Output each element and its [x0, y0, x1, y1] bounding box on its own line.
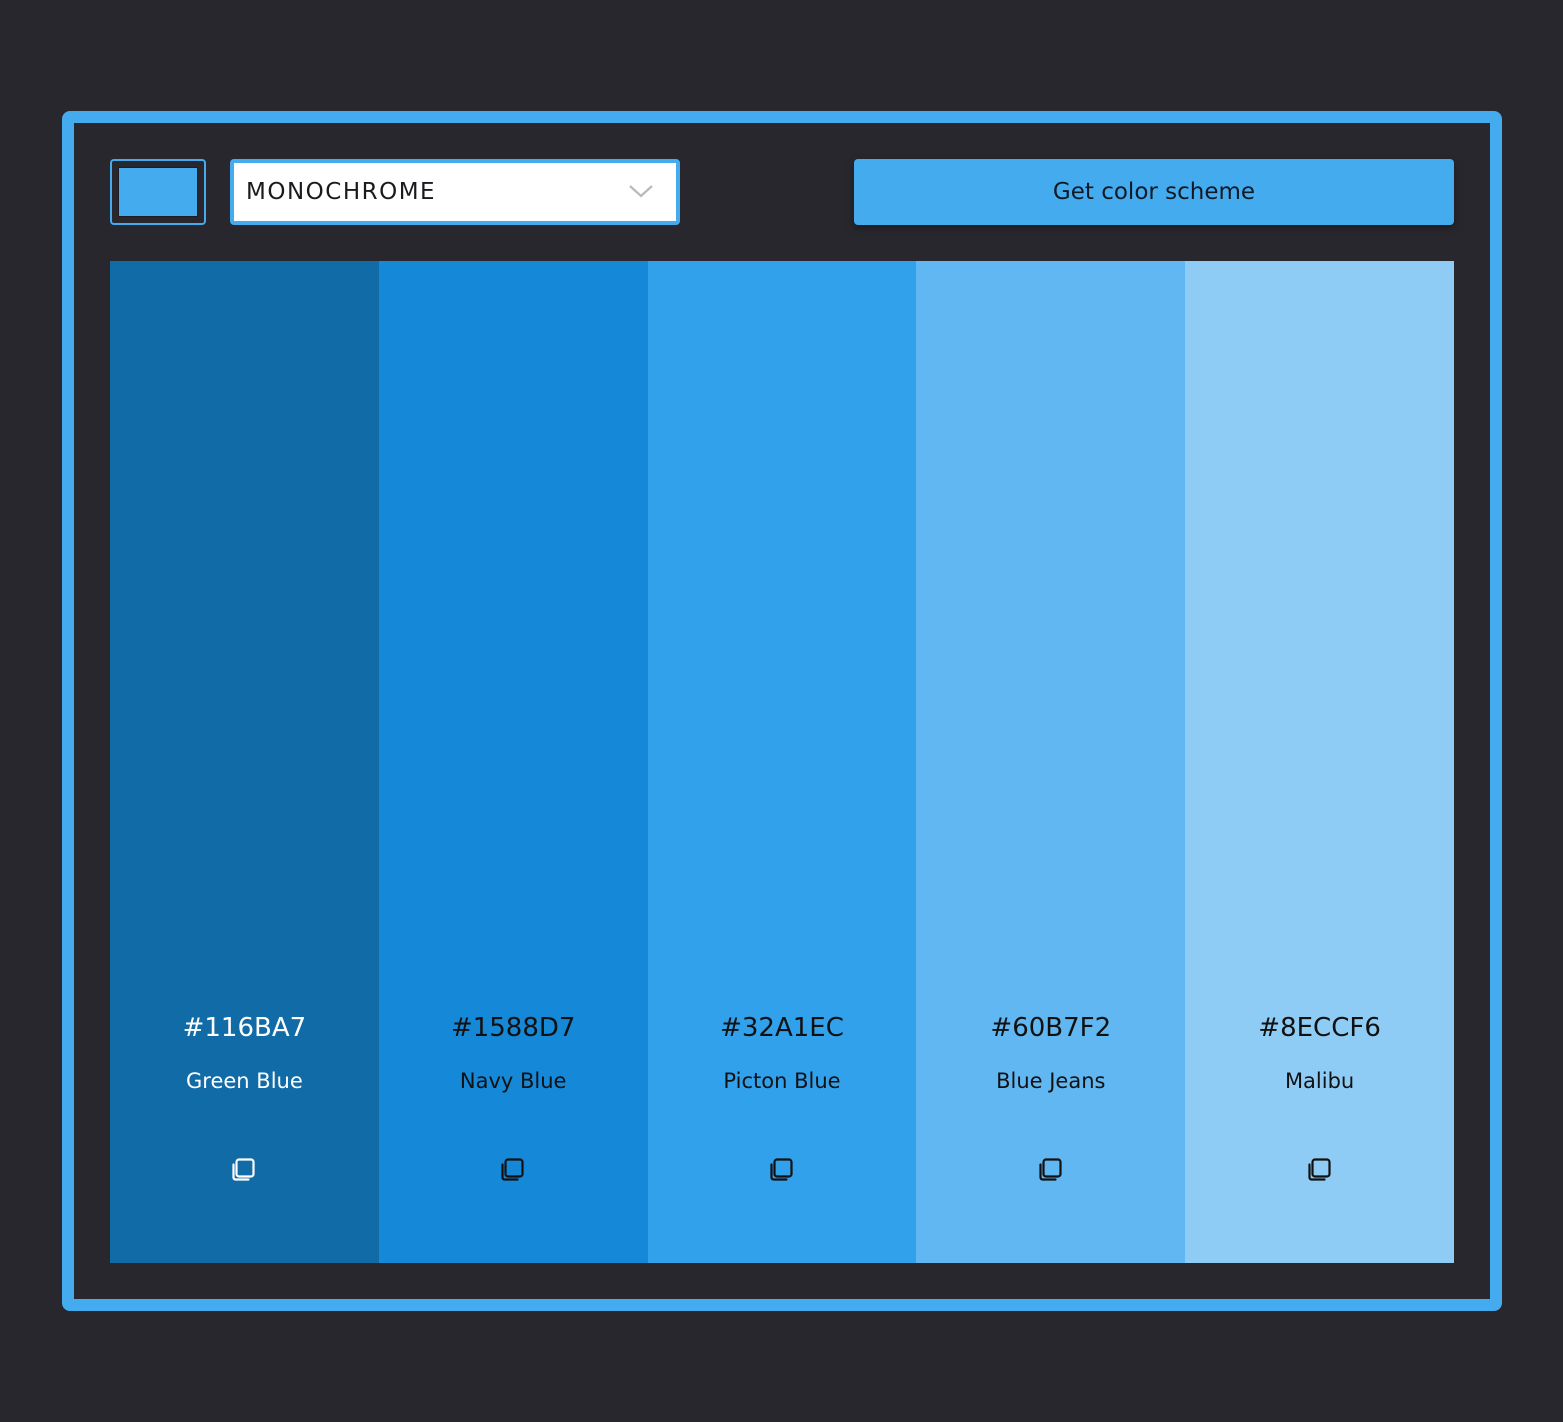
color-name: Navy Blue: [459, 1069, 567, 1093]
color-hex-value: #32A1EC: [720, 1013, 844, 1043]
chevron-down-icon: [629, 185, 653, 198]
color-name: Picton Blue: [723, 1069, 841, 1093]
scheme-mode-value: MONOCHROME: [246, 179, 437, 205]
palette-color-column: #1588D7 Navy Blue: [378, 261, 648, 1263]
color-hex-value: #116BA7: [182, 1013, 307, 1043]
copy-icon[interactable]: [229, 1154, 259, 1184]
color-hex-value: #1588D7: [450, 1013, 576, 1043]
color-hex-value: #8ECCF6: [1258, 1013, 1381, 1043]
get-color-scheme-button[interactable]: Get color scheme: [854, 159, 1454, 225]
palette-color-column: #116BA7 Green Blue: [110, 261, 379, 1263]
copy-icon[interactable]: [1036, 1154, 1066, 1184]
palette-color-column: #60B7F2 Blue Jeans: [916, 261, 1186, 1263]
base-color-swatch: [118, 167, 198, 217]
color-name: Malibu: [1284, 1069, 1355, 1093]
palette-color-column: #8ECCF6 Malibu: [1185, 261, 1454, 1263]
copy-icon[interactable]: [1305, 1154, 1335, 1184]
color-palette: #116BA7 Green Blue #1588D7 Navy Blue #32…: [110, 261, 1454, 1263]
color-name: Blue Jeans: [996, 1069, 1106, 1093]
palette-color-column: #32A1EC Picton Blue: [647, 261, 917, 1263]
base-color-picker[interactable]: [110, 159, 206, 225]
scheme-mode-select[interactable]: MONOCHROME: [230, 159, 680, 225]
color-hex-value: #60B7F2: [990, 1013, 1112, 1043]
copy-icon[interactable]: [498, 1154, 528, 1184]
color-name: Green Blue: [186, 1069, 303, 1093]
copy-icon[interactable]: [767, 1154, 797, 1184]
